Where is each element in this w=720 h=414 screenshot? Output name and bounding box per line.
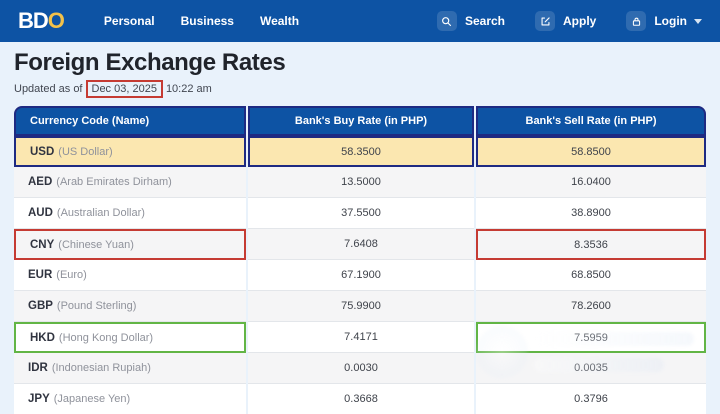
- currency-name: (Japanese Yen): [53, 393, 131, 405]
- currency-code: AED: [28, 176, 53, 188]
- buy-rate-cell: 75.9900: [248, 291, 474, 322]
- sell-rate-cell: 7.5959: [476, 322, 706, 353]
- currency-code: JPY: [28, 393, 50, 405]
- currency-cell: HKD (Hong Kong Dollar): [14, 322, 246, 353]
- page-title: Foreign Exchange Rates: [14, 49, 286, 76]
- currency-cell: EUR (Euro): [14, 260, 246, 291]
- apply-button[interactable]: Apply: [535, 11, 596, 31]
- login-button[interactable]: Login: [626, 11, 702, 31]
- table-row-usd: USD (US Dollar) 58.3500 58.8500: [14, 136, 706, 167]
- column-header-sell-rate: Bank's Sell Rate (in PHP): [476, 106, 706, 136]
- apply-icon: [535, 11, 555, 31]
- currency-code: CNY: [30, 238, 55, 251]
- currency-name: (Pound Sterling): [56, 300, 137, 312]
- sell-rate-cell: 38.8900: [476, 198, 706, 229]
- apply-label: Apply: [563, 14, 597, 28]
- currency-cell: CNY (Chinese Yuan): [14, 229, 246, 260]
- search-icon: [436, 11, 457, 31]
- table-row-gbp: GBP (Pound Sterling) 75.9900 78.2600: [14, 291, 706, 322]
- sell-rate-cell: 8.3536: [476, 229, 706, 260]
- column-header-currency: Currency Code (Name): [14, 106, 246, 136]
- table-row-idr: IDR (Indonesian Rupiah) 0.0030 0.0035: [14, 353, 706, 384]
- buy-rate-cell: 13.5000: [248, 167, 474, 198]
- page-content: Foreign Exchange Rates Updated as of Dec…: [0, 49, 720, 414]
- updated-line: Updated as of Dec 03, 2025 10:22 am: [14, 80, 706, 98]
- currency-name: (Arab Emirates Dirham): [56, 176, 172, 188]
- buy-rate-cell: 7.4171: [248, 322, 474, 353]
- sell-rate-cell: 16.0400: [476, 167, 706, 198]
- primary-nav: Personal Business Wealth: [104, 14, 299, 28]
- updated-prefix: Updated as of: [14, 83, 83, 95]
- sell-rate-cell: 58.8500: [476, 136, 706, 167]
- currency-code: EUR: [28, 269, 53, 281]
- currency-name: (Chinese Yuan): [58, 238, 134, 251]
- table-header-row: Currency Code (Name) Bank's Buy Rate (in…: [14, 106, 706, 136]
- currency-name: (Hong Kong Dollar): [58, 331, 154, 344]
- currency-name: (US Dollar): [58, 145, 113, 158]
- currency-code: USD: [30, 145, 55, 158]
- fx-rates-table: Currency Code (Name) Bank's Buy Rate (in…: [14, 106, 706, 414]
- logo-text-bd: BD: [18, 8, 49, 33]
- table-row-jpy: JPY (Japanese Yen) 0.3668 0.3796: [14, 384, 706, 414]
- buy-rate-cell: 0.3668: [248, 384, 474, 414]
- top-navbar: BDO Personal Business Wealth Search Appl…: [0, 0, 720, 42]
- buy-rate-cell: 7.6408: [248, 229, 474, 260]
- table-row-eur: EUR (Euro) 67.1900 68.8500: [14, 260, 706, 291]
- table-row-hkd: HKD (Hong Kong Dollar) 7.4171 7.5959: [14, 322, 706, 353]
- buy-rate-cell: 37.5500: [248, 198, 474, 229]
- currency-cell: GBP (Pound Sterling): [14, 291, 246, 322]
- currency-code: IDR: [28, 362, 48, 374]
- currency-cell: USD (US Dollar): [14, 136, 246, 167]
- currency-code: AUD: [28, 207, 53, 219]
- currency-cell: AED (Arab Emirates Dirham): [14, 167, 246, 198]
- currency-code: GBP: [28, 300, 53, 312]
- chevron-down-icon: [694, 18, 702, 24]
- table-row-aud: AUD (Australian Dollar) 37.5500 38.8900: [14, 198, 706, 229]
- currency-cell: IDR (Indonesian Rupiah): [14, 353, 246, 384]
- table-body: USD (US Dollar) 58.3500 58.8500 AED (Arab Emi…: [14, 136, 706, 414]
- currency-name: (Australian Dollar): [56, 207, 145, 219]
- table-row-aed: AED (Arab Emirates Dirham) 13.5000 16.0400: [14, 167, 706, 198]
- login-label: Login: [654, 14, 687, 28]
- buy-rate-cell: 67.1900: [248, 260, 474, 291]
- currency-cell: AUD (Australian Dollar): [14, 198, 246, 229]
- table-row-cny: CNY (Chinese Yuan) 7.6408 8.3536: [14, 229, 706, 260]
- buy-rate-cell: 0.0030: [248, 353, 474, 384]
- currency-code: HKD: [30, 331, 55, 344]
- logo-text-o: O: [47, 8, 65, 33]
- lock-icon: [626, 11, 647, 31]
- currency-name: (Indonesian Rupiah): [51, 362, 151, 374]
- updated-time: 10:22 am: [165, 83, 212, 95]
- nav-actions: Search Apply Login: [436, 11, 702, 31]
- currency-name: (Euro): [56, 269, 87, 281]
- nav-item-business[interactable]: Business: [180, 14, 234, 28]
- sell-rate-cell: 0.3796: [476, 384, 706, 414]
- search-button[interactable]: Search: [436, 11, 505, 31]
- bdo-logo[interactable]: BDO: [18, 8, 65, 34]
- column-header-buy-rate: Bank's Buy Rate (in PHP): [248, 106, 474, 136]
- search-label: Search: [464, 14, 505, 28]
- sell-rate-cell: 0.0035: [476, 353, 706, 384]
- sell-rate-cell: 68.8500: [476, 260, 706, 291]
- updated-date-annotation: Dec 03, 2025: [85, 80, 163, 98]
- nav-item-wealth[interactable]: Wealth: [259, 14, 300, 28]
- currency-cell: JPY (Japanese Yen): [14, 384, 246, 414]
- sell-rate-cell: 78.2600: [476, 291, 706, 322]
- buy-rate-cell: 58.3500: [248, 136, 474, 167]
- nav-item-personal[interactable]: Personal: [103, 14, 155, 28]
